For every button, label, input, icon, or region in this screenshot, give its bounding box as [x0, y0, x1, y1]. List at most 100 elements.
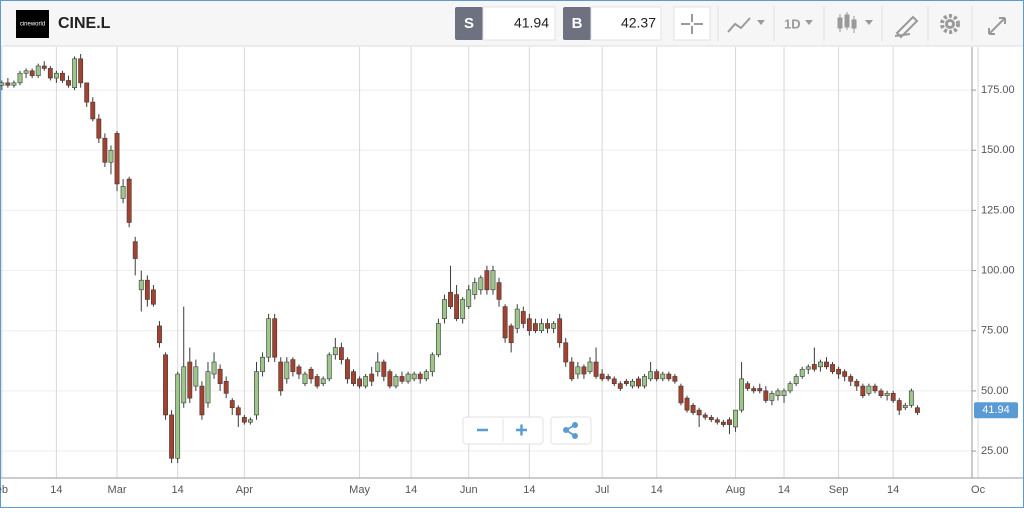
candle-body — [108, 149, 114, 163]
dropdown-arrow[interactable] — [865, 20, 873, 25]
candle-body — [666, 373, 672, 380]
chart-type-button[interactable] — [727, 17, 765, 33]
candle-body — [345, 359, 350, 380]
settings-button[interactable] — [940, 14, 960, 34]
candle-body — [387, 371, 393, 387]
x-tick-label: Oc — [971, 484, 986, 496]
candle-body — [41, 65, 47, 69]
crosshair-button[interactable] — [673, 6, 711, 41]
sell-button[interactable]: S 41.94 — [455, 6, 556, 41]
candle-body — [223, 380, 229, 394]
dropdown-arrow[interactable] — [757, 20, 765, 25]
x-tick-label: 14 — [50, 484, 62, 496]
buy-price-box[interactable] — [590, 6, 662, 41]
y-tick-label: 50.00 — [981, 385, 1009, 397]
candle-body — [902, 405, 908, 409]
x-tick-label: 14 — [651, 484, 663, 496]
buy-button[interactable]: B 42.37 — [563, 6, 662, 41]
buy-label[interactable]: B — [572, 15, 583, 32]
candle-body — [60, 72, 65, 81]
candle-body — [690, 405, 696, 413]
sell-price[interactable]: 41.94 — [514, 15, 549, 31]
candle-body — [751, 388, 757, 392]
candle-body — [684, 397, 690, 411]
draw-button[interactable] — [894, 15, 919, 39]
candle-body — [678, 385, 684, 404]
sell-tag[interactable] — [455, 7, 483, 40]
candle-body — [102, 137, 108, 163]
candle-body — [502, 306, 508, 339]
line-icon[interactable] — [727, 17, 751, 33]
candle-body — [733, 409, 738, 428]
candle-body — [217, 368, 223, 384]
sell-label[interactable]: S — [464, 15, 474, 32]
candle-body — [11, 82, 17, 86]
candle-body — [890, 392, 896, 401]
candle-body — [478, 277, 484, 291]
toolbar-separators — [717, 6, 973, 41]
candle-body — [369, 373, 375, 382]
candle-body — [739, 378, 745, 411]
logo-text: cineworld — [20, 22, 45, 28]
candle-body — [605, 376, 611, 380]
candle-body — [708, 417, 714, 421]
candle-body — [338, 347, 344, 360]
candle-body — [908, 390, 914, 406]
candle-body — [836, 368, 842, 375]
candle-body — [266, 318, 272, 358]
x-tick-label: Sep — [829, 484, 849, 496]
candle-body — [314, 376, 320, 387]
x-tick-label: Jun — [460, 484, 478, 496]
candle-body — [144, 279, 150, 300]
candle-body — [654, 371, 660, 380]
candle-body — [642, 376, 647, 387]
candle-body — [569, 361, 575, 380]
candle-body — [763, 390, 769, 401]
candle-body — [199, 385, 205, 416]
candle-body — [787, 383, 793, 392]
interval-button[interactable]: 1D — [784, 16, 813, 31]
buy-tag[interactable] — [563, 7, 591, 40]
sell-price-box[interactable] — [482, 6, 556, 41]
x-tick-label: 14 — [405, 484, 417, 496]
buy-price[interactable]: 42.37 — [621, 15, 656, 31]
candle-body — [539, 323, 544, 332]
candle-body — [842, 371, 848, 377]
candle-body — [381, 361, 387, 377]
candle-body — [326, 354, 332, 380]
candle-body — [417, 373, 423, 380]
candle-body — [520, 311, 526, 324]
logo — [16, 10, 49, 38]
gear-teeth[interactable] — [940, 14, 960, 34]
candle-body — [702, 414, 708, 418]
candle-body — [896, 400, 902, 411]
candle-body — [241, 417, 247, 423]
candle-body — [551, 323, 557, 329]
candle-body — [878, 390, 884, 396]
crosshair-bg[interactable] — [673, 6, 711, 41]
x-tick-label: 14 — [523, 484, 535, 496]
share-box[interactable] — [550, 416, 592, 445]
candle-body — [5, 82, 11, 86]
share-icon[interactable] — [563, 422, 578, 439]
zoom-in[interactable] — [516, 424, 527, 436]
candle-body — [860, 385, 866, 396]
candle-style-button[interactable] — [837, 12, 873, 33]
candle-body — [229, 400, 235, 409]
candle-body — [332, 347, 338, 356]
crosshair-icon[interactable] — [681, 14, 703, 34]
candle-body — [235, 407, 241, 416]
candle-body — [393, 376, 399, 387]
x-tick-label: 14 — [778, 484, 790, 496]
expand-button[interactable] — [988, 17, 1006, 35]
candle-body — [866, 385, 872, 394]
dropdown-arrow[interactable] — [805, 20, 813, 25]
interval-label[interactable]: 1D — [784, 16, 801, 31]
zoom-controls[interactable] — [462, 416, 592, 445]
candle-body — [132, 241, 138, 259]
candle-body — [72, 58, 78, 88]
candle-body — [514, 308, 520, 329]
candle-body — [824, 361, 829, 368]
gear-hole[interactable] — [948, 22, 952, 26]
x-tick-label: May — [349, 484, 370, 496]
